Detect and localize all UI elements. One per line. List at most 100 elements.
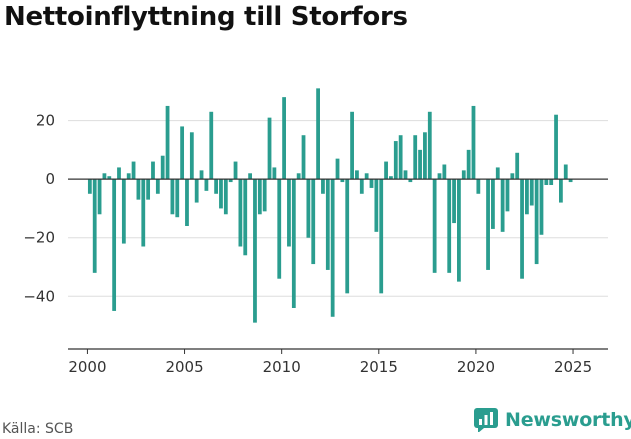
bar: [495, 167, 500, 180]
source-note: Källa: SCB: [2, 421, 74, 437]
bar: [359, 179, 364, 194]
x-tick-label: 2025: [554, 358, 592, 376]
bar: [136, 179, 141, 200]
brand-name: Newsworthy: [505, 409, 631, 431]
x-tick-label: 2020: [457, 358, 495, 376]
bar: [403, 170, 408, 180]
axes: [68, 178, 608, 350]
bar: [209, 111, 214, 180]
bar: [568, 179, 573, 183]
bar: [92, 179, 97, 273]
bar: [461, 170, 466, 180]
bar: [452, 179, 456, 224]
bar: [170, 179, 175, 215]
bar: [563, 164, 568, 180]
bar: [175, 179, 180, 218]
newsworthy-logo: Newsworthy: [474, 408, 631, 432]
bar: [112, 179, 117, 311]
bar: [204, 179, 209, 191]
bar: [418, 149, 422, 180]
bar: [369, 179, 374, 188]
bar: [534, 179, 539, 265]
y-axis-ticks: 20 0 −20 −40: [23, 112, 55, 306]
bar: [379, 179, 384, 294]
bar: [282, 97, 286, 180]
bar: [253, 179, 257, 323]
x-tick-label: 2015: [360, 358, 398, 376]
bar: [131, 161, 136, 180]
bar: [262, 179, 267, 212]
bar: [233, 161, 238, 180]
bar: [296, 173, 301, 180]
bar: [505, 179, 510, 212]
bar: [384, 161, 388, 180]
bar: [427, 111, 432, 180]
bar: [121, 179, 126, 244]
bar: [554, 114, 558, 180]
bar: [330, 179, 335, 317]
bar: [180, 126, 185, 180]
bar: [160, 155, 165, 180]
chart-title: Nettoinflyttning till Storfors: [4, 2, 408, 32]
bar: [155, 179, 160, 194]
bar: [559, 179, 563, 203]
gridlines: [68, 120, 608, 297]
bar: [194, 179, 199, 203]
bar: [257, 179, 262, 215]
bar: [321, 179, 325, 194]
bar: [228, 179, 233, 183]
bar: [442, 164, 447, 180]
bar: [199, 170, 204, 180]
bar: [107, 176, 112, 180]
bar: [476, 179, 481, 194]
bar: [389, 176, 393, 180]
newsworthy-logo-icon: [474, 408, 498, 432]
bar: [117, 167, 121, 180]
bar: [423, 132, 427, 180]
bar: [515, 152, 520, 180]
bar: [510, 173, 515, 180]
bar: [549, 179, 554, 185]
bar: [364, 173, 369, 180]
bar: [87, 179, 92, 194]
bar: [525, 179, 529, 215]
bar: [146, 179, 151, 200]
bar: [374, 179, 379, 232]
y-tick-label: 0: [45, 170, 55, 188]
bar: [126, 173, 131, 180]
x-tick-label: 2010: [263, 358, 301, 376]
bar: [408, 179, 413, 183]
bar: [301, 135, 306, 180]
bar: [544, 179, 549, 185]
bar: [457, 179, 461, 282]
bar: [223, 179, 228, 215]
bar: [340, 179, 345, 183]
bar: [413, 135, 418, 180]
bar-series: [87, 88, 573, 323]
bar: [189, 132, 194, 180]
bar: [393, 141, 398, 180]
bar: [500, 179, 505, 232]
bar: [306, 179, 311, 238]
bar: [291, 179, 296, 308]
bar: [539, 179, 544, 235]
bar: [471, 105, 476, 180]
bar: [243, 179, 248, 256]
bar: [447, 179, 452, 273]
bar: [325, 179, 330, 270]
bar: [398, 135, 403, 180]
bar: [335, 158, 340, 180]
y-tick-label: −20: [23, 229, 55, 247]
bar: [311, 179, 316, 265]
x-tick-label: 2000: [68, 358, 106, 376]
bar: [486, 179, 490, 270]
bar: [345, 179, 350, 294]
bar: [272, 167, 277, 180]
bar: [491, 179, 495, 229]
bar: [277, 179, 282, 279]
bar: [316, 88, 320, 180]
bar: [520, 179, 524, 279]
bar: [151, 161, 155, 180]
bar: [466, 149, 471, 180]
